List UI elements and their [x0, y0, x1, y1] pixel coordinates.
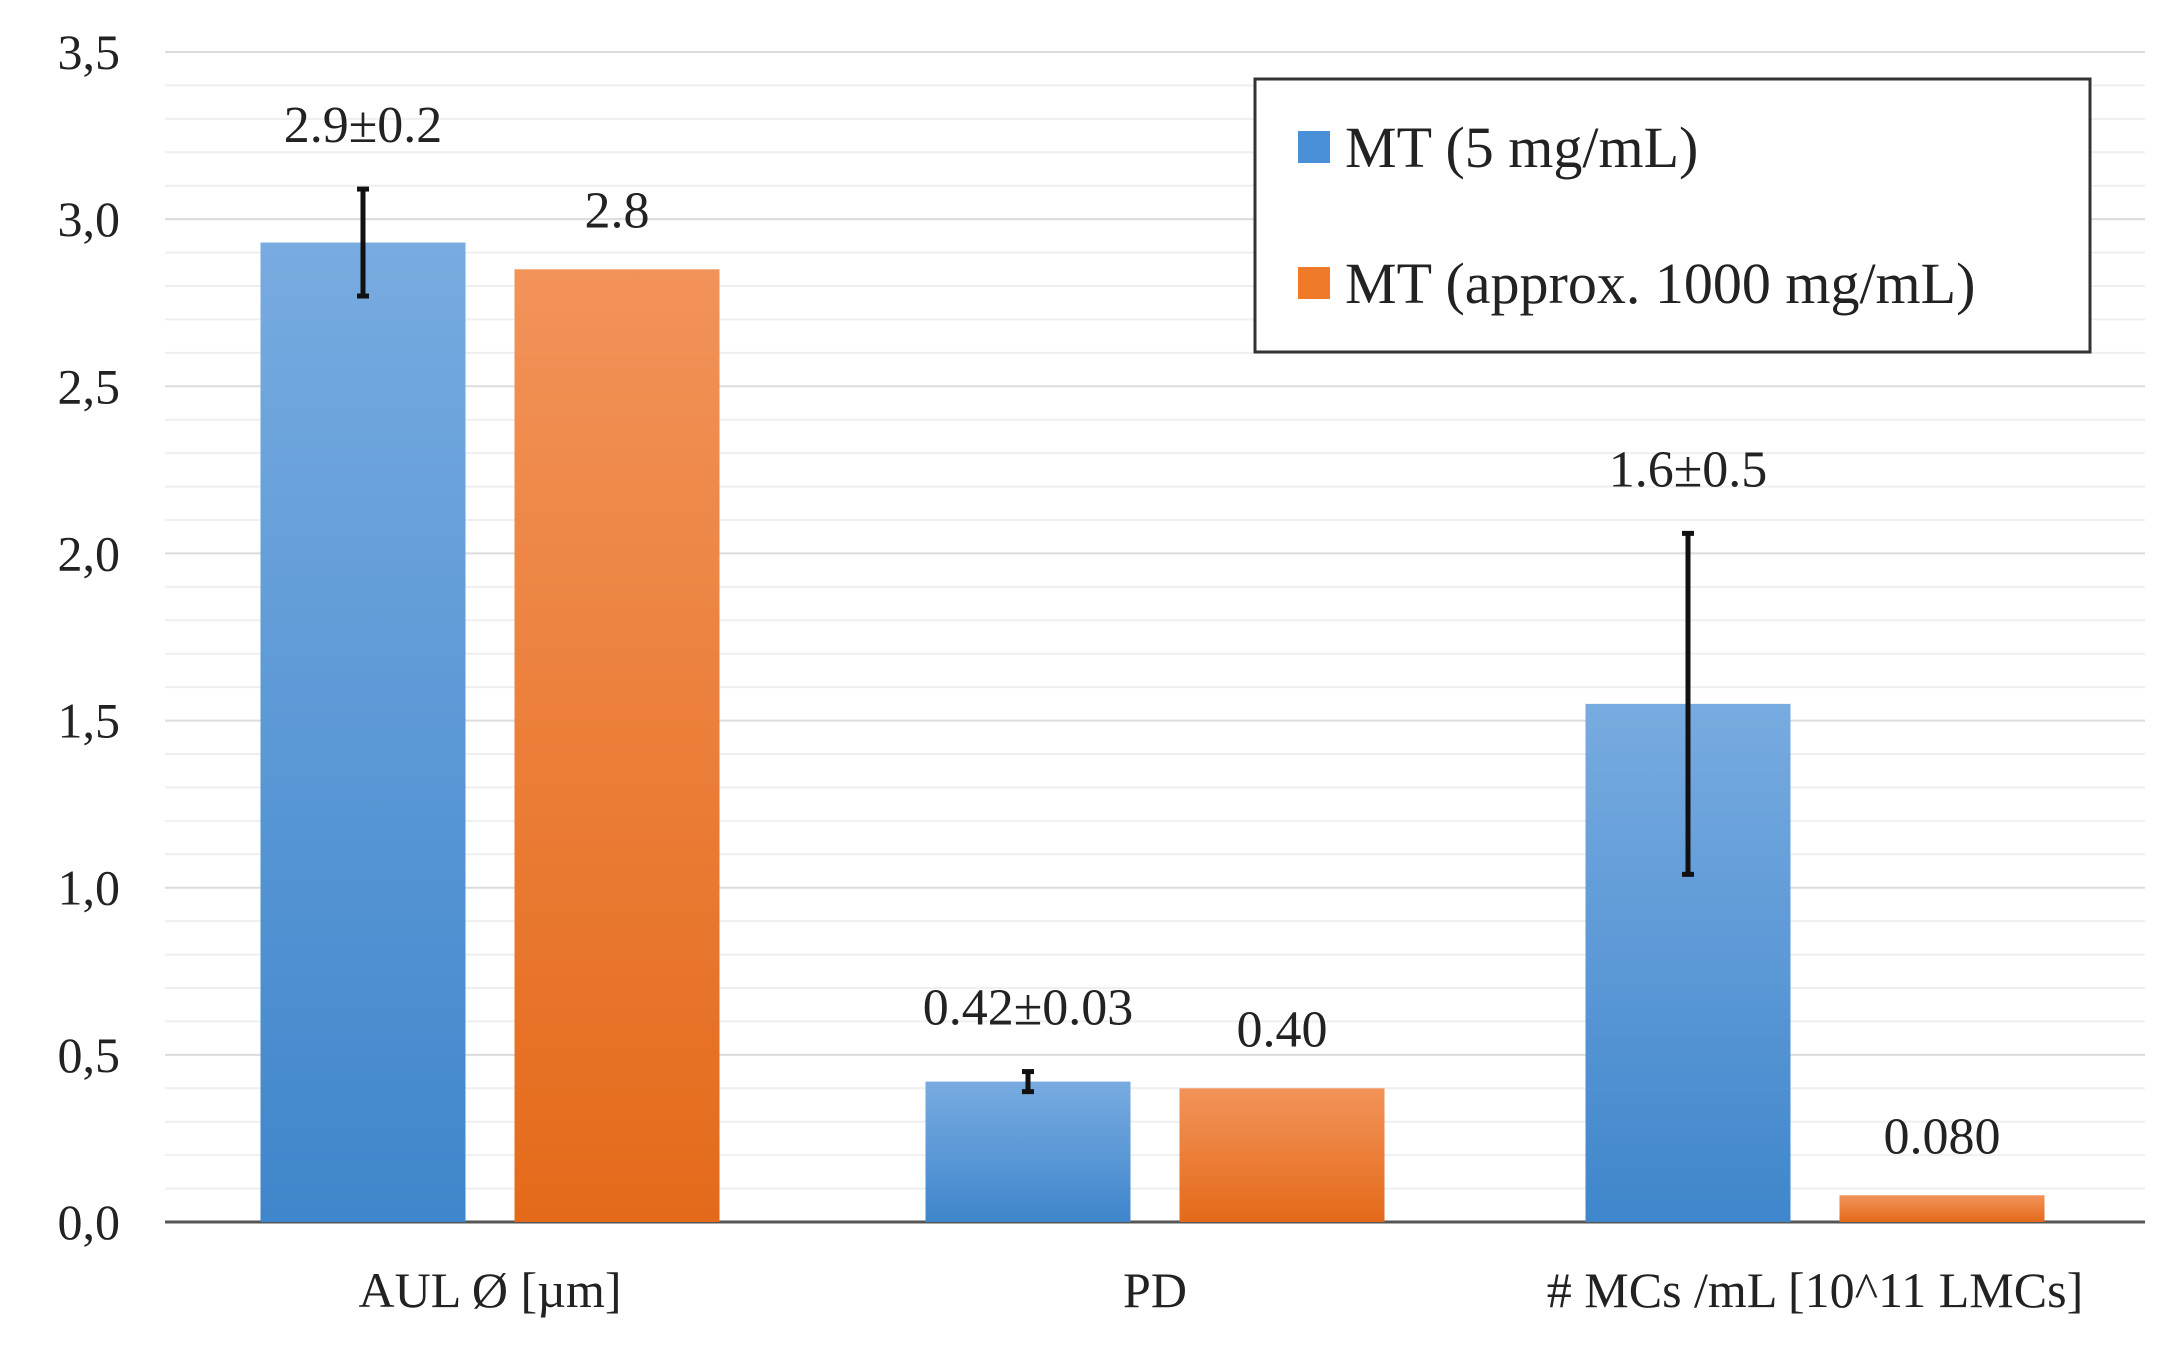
bar-mt-5-2: [925, 1081, 1131, 1222]
legend-swatch: [1298, 267, 1330, 299]
axes: 0,0 0,5 1,0 1,5 2,0 2,5 3,0 3,5 AUL Ø [µm] PD # MC…: [58, 24, 2145, 1318]
data-label: 0.080: [1884, 1108, 2001, 1165]
y-tick-label: 3,5: [58, 24, 121, 80]
data-label: 0.42±0.03: [923, 980, 1134, 1037]
y-tick-label: 0,5: [58, 1027, 121, 1083]
bar-mt-1000-1: [514, 269, 720, 1222]
x-category-label: PD: [1123, 1262, 1187, 1318]
data-label: 1.6±0.5: [1609, 441, 1768, 498]
x-category-label: # MCs /mL [10^11 LMCs]: [1547, 1262, 2083, 1318]
data-labels: 2.9±0.2 2.8 0.42±0.03 0.40 1.6±0.5 0.080: [284, 97, 2001, 1165]
legend: MT (5 mg/mL) MT (approx. 1000 mg/mL): [1253, 77, 2092, 354]
bar-mt-1000-3: [1839, 1195, 2045, 1222]
y-tick-label: 1,0: [58, 860, 121, 916]
data-label: 2.9±0.2: [284, 97, 443, 154]
data-label: 2.8: [585, 182, 650, 239]
y-tick-label: 3,0: [58, 191, 121, 247]
y-tick-label: 2,5: [58, 358, 121, 414]
y-tick-label: 1,5: [58, 693, 121, 749]
bar-mt-1000-2: [1179, 1088, 1385, 1222]
y-tick-label: 2,0: [58, 525, 121, 581]
legend-label: MT (approx. 1000 mg/mL): [1345, 251, 1975, 316]
legend-swatch: [1298, 131, 1330, 163]
legend-label: MT (5 mg/mL): [1345, 115, 1698, 180]
bars: [260, 186, 2045, 1223]
data-label: 0.40: [1237, 1001, 1328, 1058]
y-tick-label: 0,0: [58, 1194, 121, 1250]
bar-mt-5-1: [260, 242, 466, 1223]
x-category-label: AUL Ø [µm]: [358, 1262, 621, 1318]
legend-box: [1253, 77, 2092, 354]
